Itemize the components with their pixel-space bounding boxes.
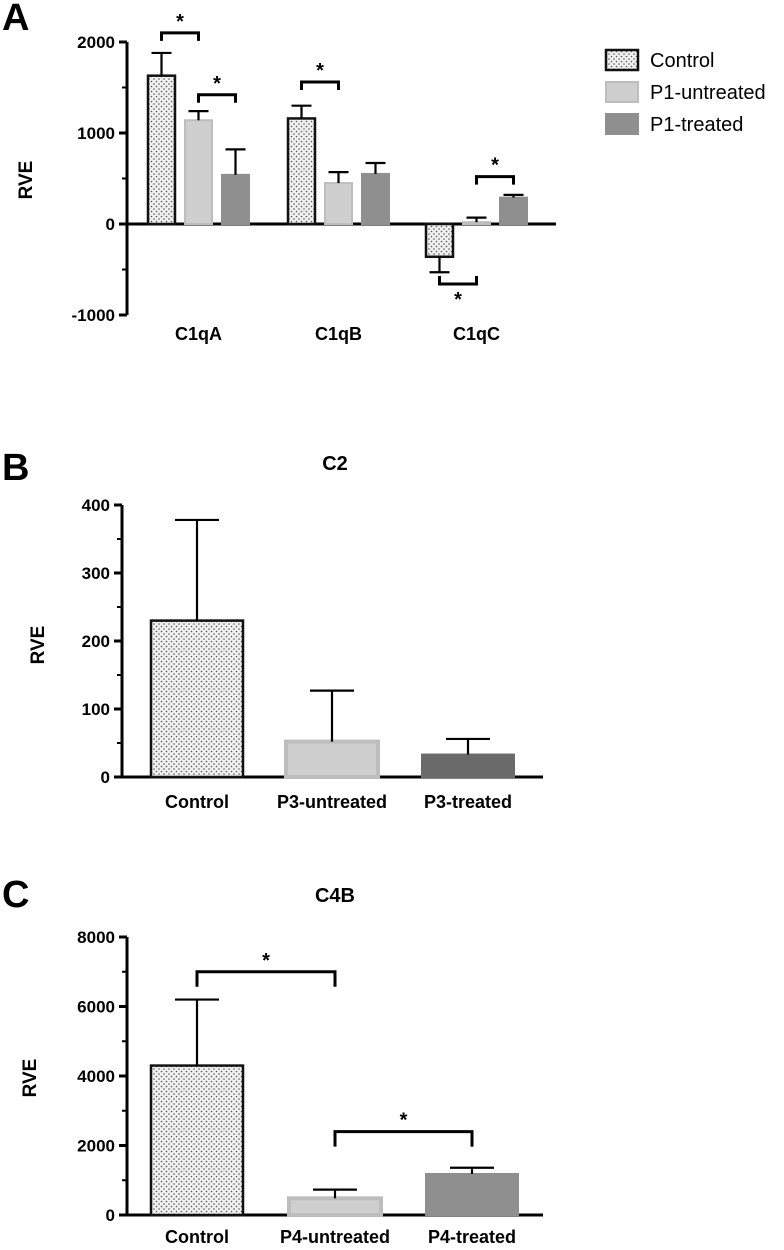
x-category-label: C1qB (315, 324, 362, 344)
y-tick-label: 8000 (77, 928, 115, 947)
panel-letter: A (2, 0, 29, 39)
chart-title: C4B (315, 885, 355, 907)
bar-p3-untreated (284, 739, 380, 780)
bar-p1-untreated (184, 119, 213, 225)
panel-letter: C (2, 874, 29, 916)
significance-bracket (195, 970, 337, 987)
bar-p4-untreated (287, 1196, 383, 1217)
bar-control (286, 117, 317, 226)
x-category-label: C1qC (453, 324, 500, 344)
panel-c: C C4B 8000 6000 4000 2000 0 RVE Control P4-untrea… (2, 874, 543, 1247)
x-category-label: P4-untreated (280, 1227, 390, 1247)
x-category-label: P3-untreated (277, 792, 387, 812)
significance-star: * (176, 11, 184, 33)
bar-control (149, 1064, 245, 1217)
y-axis-title: RVE (16, 161, 37, 200)
significance-bracket (333, 1130, 474, 1147)
bar-p4-treated (425, 1172, 519, 1216)
bar-p1-treated (361, 172, 390, 225)
legend-label: P1-untreated (650, 82, 766, 104)
significance-bracket (475, 175, 515, 185)
bar-p1-treated (499, 196, 528, 225)
bar-control (424, 222, 455, 259)
y-tick-label: 0 (106, 215, 115, 234)
legend-swatch (605, 81, 639, 103)
y-axis-title: RVE (20, 1059, 41, 1098)
significance-star: * (400, 1110, 408, 1132)
y-tick-label: 6000 (77, 998, 115, 1017)
bar-p1-untreated (462, 221, 491, 225)
chart-title: C2 (322, 453, 348, 475)
bar-p1-treated (221, 173, 250, 225)
y-tick-label: 100 (82, 700, 110, 719)
y-tick-label: 400 (82, 496, 110, 515)
panel-b: B C2 400 300 200 100 0 RVE Control P3-untreated P3… (2, 447, 543, 812)
y-tick-label: 200 (82, 632, 110, 651)
x-category-label: Control (165, 1227, 229, 1247)
legend-label: P1-treated (650, 114, 743, 136)
y-axis-title: RVE (28, 626, 49, 665)
significance-bracket (160, 31, 200, 41)
bar-p3-treated (421, 753, 515, 778)
x-category-label: P4-treated (428, 1227, 516, 1247)
significance-star: * (491, 155, 499, 177)
bar-p1-untreated (324, 182, 353, 226)
y-tick-label: 0 (101, 768, 110, 787)
x-category-label: C1qA (175, 324, 222, 344)
significance-star: * (262, 950, 270, 972)
bar-control (149, 619, 245, 779)
y-tick-label: 1000 (77, 124, 115, 143)
significance-bracket (300, 80, 340, 91)
x-category-label: P3-treated (424, 792, 512, 812)
significance-star: * (316, 60, 324, 82)
significance-bracket (197, 93, 237, 103)
legend-swatch (604, 48, 640, 72)
significance-star: * (213, 73, 221, 95)
panel-letter: B (2, 447, 29, 489)
bar-control (146, 74, 177, 226)
significance-star: * (454, 289, 462, 311)
y-tick-label: 2000 (77, 33, 115, 52)
panel-a: A 2000 1000 0 -1000 RVE C1qA C1qB C1qC * * * * * Contr… (2, 0, 766, 344)
legend-swatch (605, 113, 639, 135)
y-tick-label: 2000 (77, 1137, 115, 1156)
y-tick-label: -1000 (72, 306, 115, 325)
x-category-label: Control (165, 792, 229, 812)
y-tick-label: 0 (106, 1206, 115, 1225)
y-tick-label: 4000 (77, 1067, 115, 1086)
legend-label: Control (650, 50, 714, 72)
y-tick-label: 300 (82, 564, 110, 583)
significance-bracket (438, 276, 478, 286)
